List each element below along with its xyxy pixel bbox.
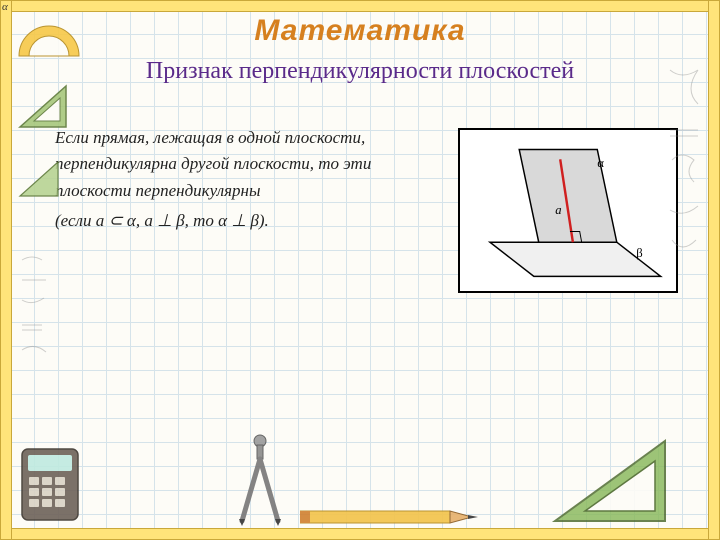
ruler-border-bottom [0, 528, 720, 540]
perpendicular-planes-diagram: α β a [458, 128, 678, 293]
ruler-border-top [0, 0, 720, 12]
protractor-icon [14, 18, 84, 58]
faded-formulas-left [18, 250, 53, 370]
body-paragraph-1: Если прямая, лежащая в одной плоскости, … [55, 125, 425, 204]
body-text: Если прямая, лежащая в одной плоскости, … [55, 125, 425, 234]
faded-formulas-right [667, 60, 702, 280]
pencil-icon [300, 508, 480, 526]
page-title: Математика [0, 14, 720, 48]
set-square-small-icon [18, 84, 68, 129]
label-beta: β [636, 246, 642, 260]
body-paragraph-2: (если a ⊂ α, a ⊥ β, то α ⊥ β). [55, 208, 425, 234]
compass-icon [230, 431, 290, 526]
label-alpha: α [597, 156, 604, 170]
plane-beta [490, 242, 661, 276]
calculator-icon [20, 447, 80, 522]
set-square-large-icon [550, 436, 670, 526]
set-square-small2-icon [18, 160, 60, 198]
label-a: a [555, 203, 561, 217]
corner-alpha-label: α [2, 1, 8, 13]
slide-subtitle: Признак перпендикулярности плоскостей [0, 58, 720, 85]
